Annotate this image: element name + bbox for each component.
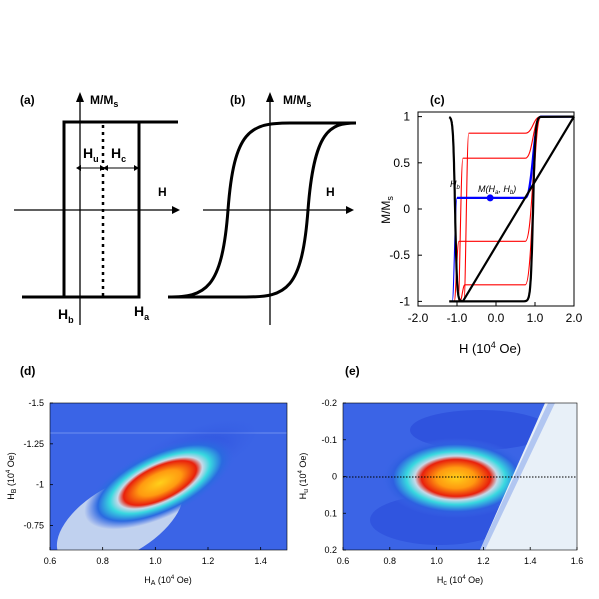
panel-c-frame (417, 111, 575, 307)
panel-c-xtick-label: -2.0 (408, 311, 429, 325)
panel-c-label: (c) (430, 93, 445, 107)
panel-e-ytick-label: -0.2 (321, 398, 337, 408)
panel-a-x-arrow (172, 206, 180, 214)
panel-e-label: (e) (345, 364, 360, 378)
panel-c-minor-loop (458, 116, 574, 242)
panel-d-xlabel: HA (104 Oe) (144, 575, 192, 587)
panel-c-marker-label: M(Ha, Hb) (478, 184, 516, 196)
panel-e: (e) 0.6 0.8 1.0 1.2 1.4 1.6 0.2 0.1 0 -0.1 -0.2 Hc… (298, 364, 583, 587)
panel-e-xtick-label: 1.0 (430, 556, 443, 566)
panel-e-xtick-label: 1.4 (524, 556, 537, 566)
panel-a-hb-label: Hb (58, 306, 74, 325)
panel-c: (c) -2.0 -1.0 0.0 1.0 2.0 1 0.5 0 -0.5 -1 H (104 … (379, 93, 583, 356)
panel-c-ytick-label: -1 (399, 294, 410, 308)
panel-e-excluded-region (480, 403, 577, 550)
panel-d-heatmap (50, 403, 287, 550)
panel-d-ytick-label: -0.75 (23, 521, 44, 531)
panel-c-minor-return (463, 132, 470, 302)
panel-d-xtick-label: 0.6 (44, 556, 57, 566)
panel-c-xtick-label: 0.0 (488, 311, 505, 325)
panel-d-xtick-label: 1.4 (254, 556, 267, 566)
panel-d-xtick-label: 1.2 (202, 556, 215, 566)
panel-d-ytick-label: -1 (36, 480, 44, 490)
panel-e-peak (381, 438, 531, 518)
panel-c-xtick-label: -1.0 (447, 311, 468, 325)
panel-d-peak (84, 436, 236, 530)
panel-c-xtick-label: 1.0 (527, 311, 544, 325)
panel-c-ylabel: M/Ms (379, 196, 395, 224)
panel-c-minor-return (451, 197, 458, 302)
panel-c-hb-label: Hb (450, 179, 461, 191)
panel-e-xtick-label: 0.8 (384, 556, 397, 566)
panel-c-minor-loop (468, 116, 574, 134)
panel-d-ticks: 0.6 0.8 1.0 1.2 1.4 -1.5 -1.25 -1 -0.75 (23, 398, 266, 566)
panel-c-major-ascending (449, 115, 575, 303)
panel-a-y-arrow (76, 92, 84, 102)
panel-b-label: (b) (230, 93, 245, 107)
panel-e-ytick-label: 0 (332, 472, 337, 482)
panel-c-ytick-label: 0.5 (393, 156, 410, 170)
panel-c-ytick-label: 0 (403, 202, 410, 216)
panel-c-ytick-label: -0.5 (389, 248, 410, 262)
panel-c-ticks: -2.0 -1.0 0.0 1.0 2.0 1 0.5 0 -0.5 -1 (389, 110, 582, 325)
panel-a-ha-label: Ha (134, 303, 150, 322)
panel-b: (b) M/Ms H (167, 92, 357, 325)
panel-e-xtick-label: 1.2 (477, 556, 490, 566)
panel-d-label: (d) (20, 364, 35, 378)
panel-d-ytick-label: -1.25 (23, 439, 44, 449)
panel-a-hu-arrowhead-right (100, 165, 105, 171)
panel-c-minor-loop (462, 116, 574, 159)
panel-e-xtick-label: 0.6 (337, 556, 350, 566)
panel-a: (a) M/Ms H Hu Hc Hb Ha (14, 92, 180, 325)
panel-b-descending-branch (167, 121, 356, 299)
panel-a-hu-label: Hu (83, 145, 99, 164)
panel-e-ytick-label: -0.1 (321, 435, 337, 445)
panel-a-ylabel: M/Ms (90, 93, 118, 109)
panel-a-hc-arrowhead-left (103, 165, 108, 171)
panel-a-xlabel: H (158, 185, 167, 199)
panel-b-y-arrow (266, 92, 274, 102)
panel-a-hc-label: Hc (111, 145, 126, 164)
panel-a-hu-arrowhead-left (76, 165, 81, 171)
panel-c-xlabel: H (104 Oe) (459, 340, 521, 356)
panel-a-hc-arrowhead-right (134, 165, 139, 171)
panel-e-xlabel: Hc (104 Oe) (437, 575, 483, 587)
panel-d-ylabel: HB (104 Oe) (6, 452, 18, 500)
panel-c-marker-point (486, 194, 494, 202)
panel-b-ascending-branch (168, 121, 357, 299)
panel-e-ylabel: Hu (104 Oe) (298, 453, 310, 500)
panel-e-ticks: 0.6 0.8 1.0 1.2 1.4 1.6 0.2 0.1 0 -0.1 -0.2 (321, 398, 583, 566)
panel-e-ytick-label: 0.2 (324, 545, 337, 555)
panel-d-ytick-label: -1.5 (28, 398, 44, 408)
panel-c-ytick-label: 1 (403, 110, 410, 124)
panel-b-xlabel: H (326, 185, 335, 199)
panel-d: (d) 0.6 0.8 1.0 1.2 1.4 -1.5 -1.25 -1 -0.75 HA (… (6, 364, 288, 587)
panel-c-minor-return (457, 157, 464, 302)
panel-d-xtick-label: 0.8 (96, 556, 109, 566)
panel-d-xtick-label: 1.0 (149, 556, 162, 566)
panel-d-frame (49, 402, 288, 551)
panel-e-xtick-label: 1.6 (571, 556, 584, 566)
panel-e-ytick-label: 0.1 (324, 508, 337, 518)
panel-c-xtick-label: 2.0 (566, 311, 583, 325)
panel-b-x-arrow (346, 206, 354, 214)
panel-a-square-loop (22, 120, 178, 299)
panel-c-curves (448, 115, 575, 303)
panel-b-ylabel: M/Ms (283, 93, 311, 109)
panel-a-label: (a) (20, 93, 35, 107)
